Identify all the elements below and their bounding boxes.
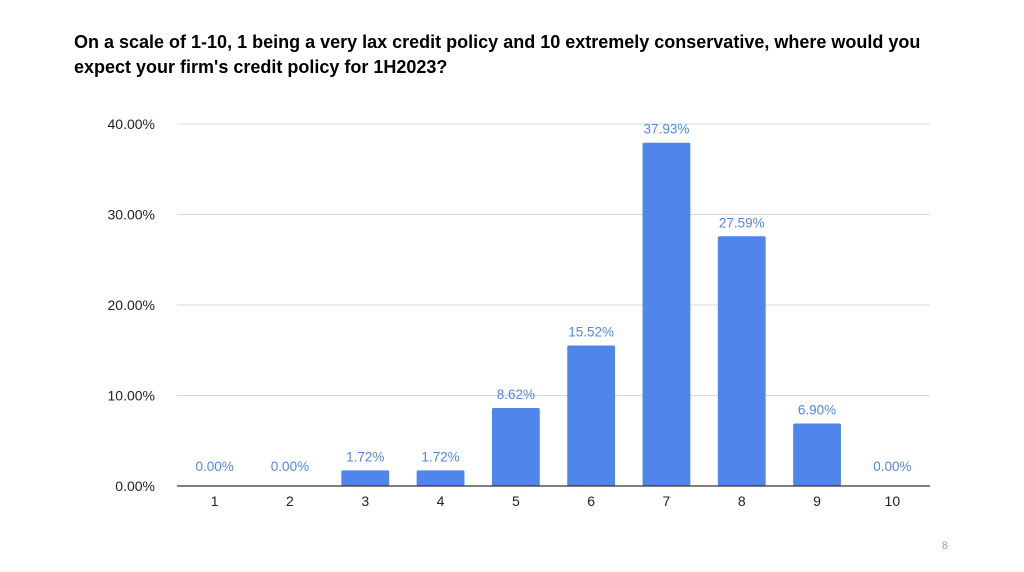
data-label-7: 37.93%: [644, 122, 690, 137]
x-axis-ticks: 1 2 3 4 5 6 7 8 9 10: [211, 493, 901, 509]
y-axis-ticks: 0.00% 10.00% 20.00% 30.00% 40.00%: [108, 116, 155, 494]
data-label-3: 1.72%: [346, 449, 384, 464]
bar-9: [793, 423, 841, 486]
x-tick-label: 9: [813, 493, 821, 509]
y-tick-label: 0.00%: [115, 478, 155, 494]
y-tick-label: 10.00%: [108, 388, 155, 404]
y-tick-label: 20.00%: [108, 297, 155, 313]
bars: [341, 142, 841, 486]
x-tick-label: 4: [437, 493, 445, 509]
data-label-10: 0.00%: [873, 459, 911, 474]
gridlines: [177, 123, 930, 396]
chart-title: On a scale of 1-10, 1 being a very lax c…: [74, 32, 921, 77]
data-label-4: 1.72%: [421, 449, 459, 464]
x-tick-label: 3: [361, 493, 369, 509]
x-tick-label: 8: [738, 493, 746, 509]
bar-8: [717, 236, 766, 486]
x-tick-label: 6: [587, 493, 595, 509]
y-tick-label: 30.00%: [108, 207, 155, 223]
bar-5: [491, 407, 540, 486]
data-label-1: 0.00%: [196, 459, 234, 474]
x-tick-label: 5: [512, 493, 520, 509]
bar-7: [642, 142, 691, 486]
page-number: 8: [941, 540, 948, 552]
y-tick-label: 40.00%: [108, 116, 155, 132]
data-label-6: 15.52%: [568, 325, 614, 340]
bar-4: [416, 470, 465, 486]
data-label-2: 0.00%: [271, 459, 309, 474]
data-labels: 0.00% 0.00% 1.72% 1.72% 8.62% 15.52% 37.93% 27.…: [196, 122, 912, 474]
data-label-9: 6.90%: [798, 403, 836, 418]
x-tick-label: 2: [286, 493, 294, 509]
x-tick-label: 7: [663, 493, 671, 509]
data-label-5: 8.62%: [497, 387, 535, 402]
x-tick-label: 1: [211, 493, 219, 509]
x-tick-label: 10: [885, 493, 901, 509]
bar-6: [567, 345, 616, 486]
bar-3: [341, 470, 390, 486]
data-label-8: 27.59%: [719, 215, 765, 230]
